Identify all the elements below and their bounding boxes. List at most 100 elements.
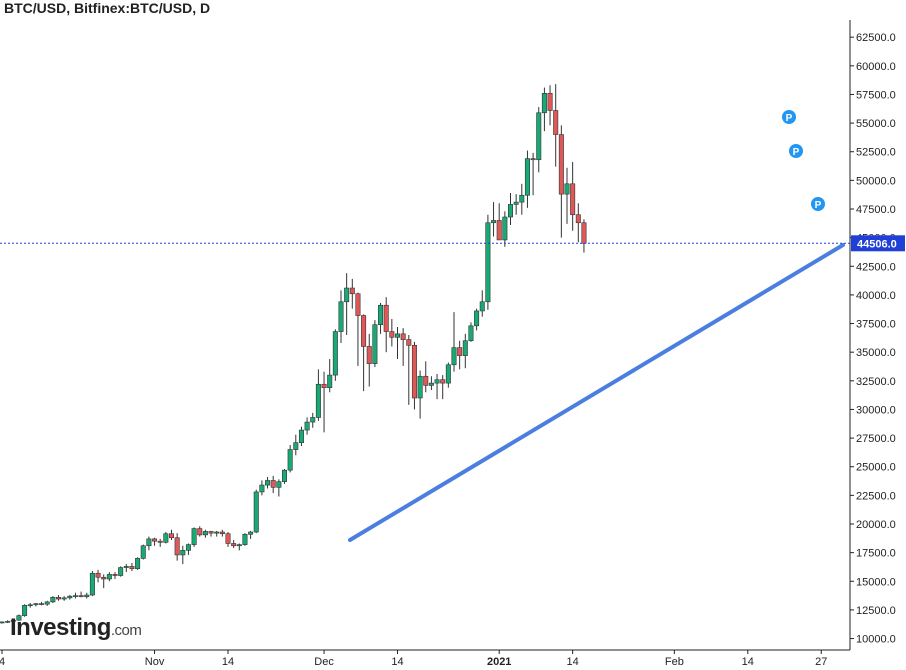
y-tick-label: 40000.0 [856, 290, 896, 302]
candle-body-up [236, 544, 242, 547]
candle-body-down [558, 134, 564, 195]
candle-body-up [372, 324, 378, 364]
candle-body-up [0, 621, 5, 624]
x-tick-label: Nov [145, 656, 165, 668]
marker-label: P [786, 113, 793, 124]
candle-body-up [44, 601, 50, 605]
candle-body-down [225, 533, 231, 544]
candle-body-up [327, 374, 333, 388]
candle-body-down [457, 347, 463, 356]
candle-body-down [406, 339, 412, 346]
candle-body-down [112, 574, 118, 576]
y-tick-label: 52500.0 [856, 147, 896, 159]
candle-body-up [293, 442, 299, 450]
candle-body-up [491, 220, 497, 224]
candle-body-down [270, 480, 276, 488]
candle-body-down [152, 538, 158, 542]
y-tick-label: 57500.0 [856, 89, 896, 101]
y-tick-label: 25000.0 [856, 462, 896, 474]
y-tick-label: 62500.0 [856, 32, 896, 44]
marker-label: P [815, 200, 822, 211]
candle-body-up [72, 595, 78, 597]
candles [0, 84, 587, 624]
marker-icon [782, 110, 796, 124]
candle-body-down [389, 331, 395, 338]
candle-body-up [513, 201, 519, 205]
candle-body-down [440, 379, 446, 384]
y-tick-label: 50000.0 [856, 175, 896, 187]
candle-body-up [468, 325, 474, 342]
candle-body-down [530, 158, 536, 161]
overlays: 44506.0 P P P [0, 110, 905, 542]
candle-body-down [581, 222, 587, 244]
candle-body-up [185, 544, 191, 551]
candle-body-up [310, 417, 316, 423]
candle-body-up [507, 204, 513, 218]
candle-body-up [445, 364, 451, 384]
candle-body-up [163, 533, 169, 543]
candle-body-down [231, 543, 237, 547]
candle-body-up [253, 491, 259, 533]
candle-body-down [575, 214, 581, 224]
candle-body-up [564, 183, 570, 195]
x-tick-label: 14 [391, 656, 403, 668]
x-tick-label: Dec [314, 656, 334, 668]
candle-body-up [118, 567, 124, 576]
logo-main: Investing [10, 614, 111, 641]
candle-body-down [174, 537, 180, 556]
candle-body-up [214, 531, 220, 534]
candle-body-up [84, 594, 90, 598]
candle-body-down [411, 345, 417, 399]
candle-body-down [78, 595, 84, 598]
candle-body-up [519, 194, 525, 203]
y-tick-label: 37500.0 [856, 319, 896, 331]
marker-label: P [793, 147, 800, 158]
current-price-label: 44506.0 [857, 238, 897, 250]
logo-suffix: .com [110, 622, 142, 639]
candle-body-up [417, 375, 423, 399]
candle-body-up [502, 216, 508, 241]
y-tick-label: 22500.0 [856, 490, 896, 502]
candle-body-up [287, 449, 293, 471]
candle-body-up [479, 301, 485, 312]
candle-body-down [383, 304, 389, 332]
candle-body-down [570, 183, 576, 216]
candle-body-up [180, 550, 186, 556]
candle-body-up [33, 603, 39, 606]
candle-body-up [474, 310, 480, 327]
candle-body-down [423, 375, 429, 386]
candle-body-down [361, 315, 367, 347]
candle-body-up [265, 480, 271, 486]
candle-body-up [259, 484, 265, 493]
candle-body-down [39, 603, 45, 605]
candle-body-up [394, 333, 400, 338]
candle-body-up [123, 566, 129, 568]
candle-body-down [547, 93, 553, 111]
candle-body-down [321, 383, 327, 388]
y-tick-label: 17500.0 [856, 548, 896, 560]
candle-body-up [276, 481, 282, 488]
candle-body-up [298, 429, 304, 443]
candle-body-down [349, 287, 355, 295]
candle-body-up [378, 304, 384, 325]
candle-body-down [157, 540, 163, 543]
candle-body-up [462, 340, 468, 356]
y-tick-label: 55000.0 [856, 118, 896, 130]
candle-body-up [434, 379, 440, 384]
y-tick-label: 20000.0 [856, 519, 896, 531]
candle-body-up [541, 93, 547, 114]
chart-title: BTC/USD, Bitfinex:BTC/USD, D [4, 0, 211, 16]
candle-body-down [129, 566, 135, 569]
marker-icon [811, 197, 825, 211]
y-tick-label: 15000.0 [856, 576, 896, 588]
x-axis-labels: 4 Nov 14 Dec 14 2021 14 Feb 14 27 [0, 650, 827, 668]
candle-body-up [67, 595, 73, 599]
candle-body-up [27, 604, 33, 607]
x-tick-label: 2021 [487, 656, 511, 668]
candle-body-down [197, 528, 203, 536]
candle-body-up [191, 528, 197, 545]
candle-body-up [135, 558, 141, 569]
candle-body-down [366, 346, 372, 364]
x-tick-label: 14 [742, 656, 754, 668]
